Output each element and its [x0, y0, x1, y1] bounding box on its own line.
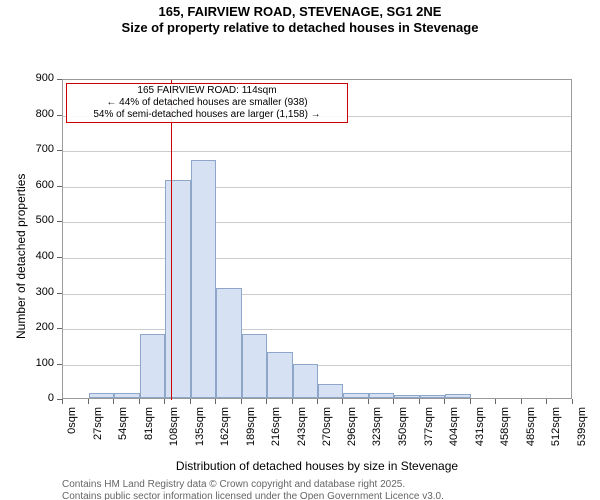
histogram-bar: [191, 160, 217, 398]
x-tick-label: 350sqm: [397, 407, 409, 446]
y-tick-mark: [57, 186, 62, 187]
x-tick-mark: [241, 399, 242, 404]
histogram-bar: [267, 352, 293, 398]
histogram-bar: [293, 364, 319, 398]
x-tick-mark: [470, 399, 471, 404]
x-tick-mark: [317, 399, 318, 404]
y-tick-label: 700: [36, 143, 54, 155]
x-tick-mark: [342, 399, 343, 404]
y-tick-mark: [57, 257, 62, 258]
x-tick-label: 270sqm: [321, 407, 333, 446]
x-tick-label: 431sqm: [474, 407, 486, 446]
x-tick-label: 108sqm: [168, 407, 180, 446]
x-tick-mark: [62, 399, 63, 404]
x-tick-label: 539sqm: [576, 407, 588, 446]
y-tick-mark: [57, 328, 62, 329]
histogram-bar: [369, 393, 395, 398]
x-tick-mark: [393, 399, 394, 404]
x-tick-label: 81sqm: [143, 407, 155, 440]
x-tick-mark: [190, 399, 191, 404]
x-tick-mark: [546, 399, 547, 404]
x-tick-label: 216sqm: [270, 407, 282, 446]
histogram-bar: [216, 288, 242, 398]
y-tick-label: 900: [36, 72, 54, 84]
y-tick-mark: [57, 221, 62, 222]
y-tick-label: 500: [36, 214, 54, 226]
x-tick-mark: [572, 399, 573, 404]
y-tick-label: 600: [36, 179, 54, 191]
x-tick-mark: [164, 399, 165, 404]
grid-line: [63, 222, 571, 223]
x-tick-mark: [139, 399, 140, 404]
y-tick-label: 800: [36, 108, 54, 120]
histogram-bar: [114, 393, 140, 398]
x-tick-mark: [292, 399, 293, 404]
annotation-line: 165 FAIRVIEW ROAD: 114sqm: [70, 85, 344, 97]
y-tick-mark: [57, 150, 62, 151]
x-tick-mark: [113, 399, 114, 404]
y-axis-label: Number of detached properties: [14, 174, 28, 339]
x-tick-label: 512sqm: [550, 407, 562, 446]
chart-title: 165, FAIRVIEW ROAD, STEVENAGE, SG1 2NE S…: [0, 0, 600, 35]
y-tick-label: 0: [48, 392, 54, 404]
histogram-bar: [318, 384, 343, 398]
x-tick-label: 135sqm: [194, 407, 206, 446]
x-tick-label: 485sqm: [525, 407, 537, 446]
x-tick-label: 162sqm: [219, 407, 231, 446]
x-tick-mark: [495, 399, 496, 404]
y-tick-mark: [57, 293, 62, 294]
y-tick-label: 300: [36, 286, 54, 298]
x-tick-label: 404sqm: [448, 407, 460, 446]
footer-attribution: Contains HM Land Registry data © Crown c…: [62, 479, 444, 500]
x-tick-mark: [368, 399, 369, 404]
x-tick-label: 377sqm: [423, 407, 435, 446]
x-tick-mark: [215, 399, 216, 404]
y-tick-label: 400: [36, 250, 54, 262]
x-tick-label: 458sqm: [499, 407, 511, 446]
x-tick-label: 54sqm: [117, 407, 129, 440]
grid-line: [63, 329, 571, 330]
histogram-bar: [445, 394, 471, 398]
x-tick-mark: [521, 399, 522, 404]
histogram-bar: [394, 395, 420, 399]
x-tick-label: 296sqm: [346, 407, 358, 446]
annotation-box: 165 FAIRVIEW ROAD: 114sqm← 44% of detach…: [66, 83, 348, 123]
y-tick-mark: [57, 115, 62, 116]
plot-area: [62, 79, 572, 399]
x-tick-mark: [419, 399, 420, 404]
histogram-bar: [165, 180, 191, 399]
grid-line: [63, 294, 571, 295]
marker-line: [171, 80, 172, 400]
grid-line: [63, 258, 571, 259]
x-tick-label: 27sqm: [92, 407, 104, 440]
histogram-bar: [89, 393, 115, 398]
x-tick-label: 243sqm: [296, 407, 308, 446]
footer-line2: Contains public sector information licen…: [62, 491, 444, 500]
histogram-bar: [242, 334, 268, 398]
x-axis-label: Distribution of detached houses by size …: [62, 459, 572, 473]
histogram-bar: [343, 393, 369, 398]
title-line1: 165, FAIRVIEW ROAD, STEVENAGE, SG1 2NE: [0, 4, 600, 20]
x-tick-label: 189sqm: [245, 407, 257, 446]
y-tick-label: 200: [36, 321, 54, 333]
y-tick-mark: [57, 79, 62, 80]
x-tick-label: 323sqm: [372, 407, 384, 446]
x-tick-mark: [266, 399, 267, 404]
annotation-line: 54% of semi-detached houses are larger (…: [70, 109, 344, 121]
grid-line: [63, 151, 571, 152]
y-tick-label: 100: [36, 357, 54, 369]
footer-line1: Contains HM Land Registry data © Crown c…: [62, 479, 444, 491]
title-line2: Size of property relative to detached ho…: [0, 20, 600, 36]
x-tick-label: 0sqm: [66, 407, 78, 434]
annotation-line: ← 44% of detached houses are smaller (93…: [70, 97, 344, 109]
x-tick-mark: [88, 399, 89, 404]
histogram-bar: [140, 334, 166, 398]
histogram-bar: [420, 395, 446, 398]
y-tick-mark: [57, 364, 62, 365]
x-tick-mark: [444, 399, 445, 404]
grid-line: [63, 187, 571, 188]
